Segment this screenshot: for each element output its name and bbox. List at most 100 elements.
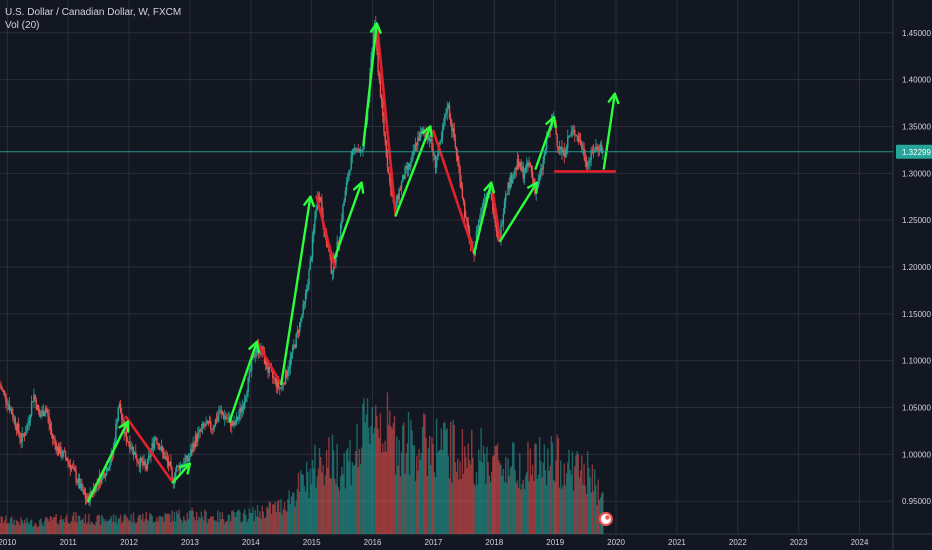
volume-bar xyxy=(126,518,129,534)
volume-bar xyxy=(55,513,57,534)
price-axis[interactable]: 0.95000 1.00000 1.05000 1.10000 1.15000 1.200… xyxy=(902,29,931,506)
volume-bar xyxy=(132,512,135,534)
volume-bar xyxy=(455,471,458,534)
candle-body xyxy=(66,457,68,461)
candle-body xyxy=(169,461,171,466)
volume-bar xyxy=(73,512,75,534)
volume-bar xyxy=(537,474,540,534)
candle-body xyxy=(14,417,16,427)
volume-bar xyxy=(531,464,534,534)
volume-bar xyxy=(315,487,317,534)
volume-bar xyxy=(469,464,472,534)
volume-bar xyxy=(14,525,16,534)
candle-body xyxy=(145,465,148,470)
volume-bar xyxy=(409,474,411,534)
volume-bar xyxy=(283,502,286,534)
volume-bar xyxy=(290,496,293,534)
candle-body xyxy=(461,188,464,198)
symbol-title[interactable]: U.S. Dollar / Canadian Dollar, W, FXCM xyxy=(5,7,182,18)
volume-bar xyxy=(226,520,228,534)
volume-bar xyxy=(407,411,410,534)
volume-bar xyxy=(260,518,262,534)
volume-bar xyxy=(579,470,582,534)
candle-body xyxy=(345,182,348,191)
volume-bar xyxy=(145,511,148,534)
volume-indicator-label[interactable]: Vol (20) xyxy=(5,20,40,31)
candle-body xyxy=(54,438,56,444)
volume-bar xyxy=(397,465,399,534)
volume-bar xyxy=(453,425,455,534)
candle-body xyxy=(164,456,166,459)
volume-bar xyxy=(371,407,373,534)
candle-body xyxy=(383,116,385,132)
red-trend-line xyxy=(124,415,175,484)
volume-bar xyxy=(219,512,221,534)
candle-body xyxy=(513,173,515,179)
candle-body xyxy=(323,226,325,237)
volume-bar xyxy=(5,515,7,534)
candle-body xyxy=(154,438,157,440)
green-arrow xyxy=(228,340,260,423)
candle-body xyxy=(356,149,358,151)
candle-body xyxy=(569,135,571,137)
volume-bar xyxy=(248,508,251,534)
volume-bar xyxy=(82,518,84,534)
volume-bar xyxy=(401,425,404,534)
volume-bar xyxy=(574,466,576,534)
volume-bar xyxy=(122,521,124,534)
candle-body xyxy=(122,419,124,421)
candle-body xyxy=(128,441,130,444)
volume-bar xyxy=(382,443,384,534)
candle-body xyxy=(234,421,236,425)
volume-bar xyxy=(425,437,427,534)
volume-bar xyxy=(406,443,409,534)
candle-body xyxy=(77,478,80,483)
volume-bar xyxy=(358,449,361,534)
candle-body xyxy=(200,428,203,432)
volume-bar xyxy=(444,422,446,534)
candle-body xyxy=(412,150,414,156)
volume-bar xyxy=(323,485,325,534)
volume-bar xyxy=(49,516,52,534)
time-tick-label: 2012 xyxy=(120,538,138,547)
candle-body xyxy=(193,443,196,448)
candle-body xyxy=(296,330,299,335)
volume-bar xyxy=(329,477,331,534)
volume-bar xyxy=(27,522,29,534)
volume-bar xyxy=(185,521,187,534)
volume-bar xyxy=(519,453,521,534)
volume-bar xyxy=(246,521,248,534)
candle-body xyxy=(427,135,430,140)
candle-body xyxy=(23,434,26,437)
candle-body xyxy=(159,449,162,451)
candle-body xyxy=(444,115,446,126)
candle-body xyxy=(599,144,602,151)
candle-body xyxy=(377,50,379,73)
volume-bar xyxy=(441,449,444,534)
candle-body xyxy=(194,435,197,448)
candle-body xyxy=(327,245,329,248)
candle-body xyxy=(117,408,119,422)
candle-body xyxy=(137,462,139,463)
time-tick-label: 2016 xyxy=(364,538,382,547)
candle-body xyxy=(503,201,506,214)
candle-body xyxy=(266,359,268,370)
volume-bar xyxy=(508,475,510,534)
volume-bar xyxy=(416,455,418,534)
volume-bar xyxy=(143,521,145,534)
time-axis[interactable]: 2010 2011 2012 2013 2014 2015 2016 2017 2018 2019… xyxy=(0,538,869,547)
volume-bar xyxy=(220,519,222,534)
volume-bar xyxy=(166,513,169,534)
candle-body xyxy=(382,100,384,117)
candle-body xyxy=(204,425,206,427)
volume-bar xyxy=(387,424,390,534)
volume-bar xyxy=(15,519,18,534)
candle-body xyxy=(527,162,529,167)
candle-body xyxy=(353,147,356,149)
candle-body xyxy=(453,128,455,140)
volume-bar xyxy=(162,516,164,534)
volume-bar xyxy=(428,435,431,534)
candle-body xyxy=(277,380,280,388)
candle-body xyxy=(15,426,18,431)
